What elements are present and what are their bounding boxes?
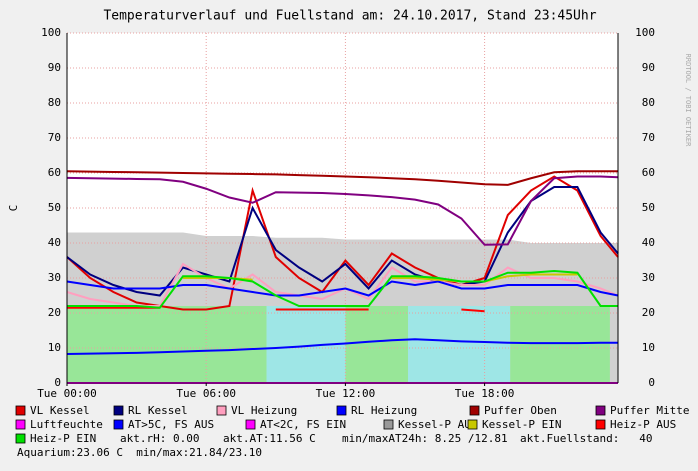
info-text: akt.AT:11.56 C (223, 432, 316, 445)
y2-tick-label: 50 (642, 201, 655, 214)
legend-swatch (467, 419, 478, 430)
legend-label: Heiz-P AUS (610, 418, 676, 431)
line (66, 280, 619, 297)
x-tick-label: Tue 06:00 (176, 387, 236, 400)
legend-swatch (595, 405, 606, 416)
watermark: RRDTOOL / TOBI OETIKER (684, 54, 692, 148)
line (66, 338, 618, 355)
y-tick-label: 10 (48, 341, 61, 354)
y-tick-label: 70 (48, 131, 61, 144)
band (67, 306, 267, 383)
info-text: akt.Fuellstand: 40 (520, 432, 652, 445)
legend-swatch (113, 419, 124, 430)
y-tick-label: 60 (48, 166, 61, 179)
y-tick-label: 0 (54, 376, 61, 389)
legend-label: RL Kessel (128, 404, 188, 417)
legend-swatch (216, 405, 227, 416)
legend-label: VL Heizung (231, 404, 297, 417)
legend-swatch (469, 405, 480, 416)
legend-swatch (595, 419, 606, 430)
x-tick-label: Tue 12:00 (316, 387, 376, 400)
x-tick-label: Tue 00:00 (37, 387, 97, 400)
info-text: Aquarium:23.06 C min/max:21.84/23.10 (17, 446, 262, 459)
legend-swatch (336, 405, 347, 416)
y2-tick-label: 30 (642, 271, 655, 284)
y2-tick-label: 0 (648, 376, 655, 389)
y2-tick-label: 70 (642, 131, 655, 144)
line (66, 170, 618, 186)
y-tick-label: 100 (41, 26, 61, 39)
legend-label: VL Kessel (30, 404, 90, 417)
y-tick-label: 40 (48, 236, 61, 249)
legend-label: Puffer Mitte (610, 404, 689, 417)
line (67, 269, 618, 309)
line (66, 175, 619, 246)
band (345, 306, 409, 383)
y-tick-label: 80 (48, 96, 61, 109)
legend-label: AT>5C, FS AUS (128, 418, 214, 431)
x-tick-label: Tue 18:00 (455, 387, 515, 400)
y2-tick-label: 100 (635, 26, 655, 39)
legend-label: Luftfeuchte (30, 418, 103, 431)
info-text: min/maxAT24h: 8.25 /12.81 (342, 432, 508, 445)
legend-label: Kessel-P AUS (398, 418, 477, 431)
y-tick-label: 50 (48, 201, 61, 214)
legend-swatch (15, 405, 26, 416)
legend-label: Puffer Oben (484, 404, 557, 417)
band (510, 306, 610, 383)
y2-tick-label: 40 (642, 236, 655, 249)
legend-swatch (383, 419, 394, 430)
y2-tick-label: 80 (642, 96, 655, 109)
line (67, 306, 485, 313)
y2-tick-label: 60 (642, 166, 655, 179)
y-tick-label: 30 (48, 271, 61, 284)
y2-tick-label: 10 (642, 341, 655, 354)
legend-label: AT<2C, FS EIN (260, 418, 346, 431)
legend-swatch (15, 433, 26, 444)
y-axis-label: C (7, 205, 20, 212)
legend-swatch (15, 419, 26, 430)
y2-tick-label: 90 (642, 61, 655, 74)
y-tick-label: 90 (48, 61, 61, 74)
info-text: akt.rH: 0.00 (120, 432, 199, 445)
legend-label: Kessel-P EIN (482, 418, 561, 431)
legend-swatch (245, 419, 256, 430)
y2-tick-label: 20 (642, 306, 655, 319)
band (408, 306, 511, 383)
legend-label: Heiz-P EIN (30, 432, 96, 445)
chart-title: Temperaturverlauf und Fuellstand am: 24.… (103, 9, 596, 24)
y-tick-label: 20 (48, 306, 61, 319)
legend-label: RL Heizung (351, 404, 417, 417)
legend-swatch (113, 405, 124, 416)
